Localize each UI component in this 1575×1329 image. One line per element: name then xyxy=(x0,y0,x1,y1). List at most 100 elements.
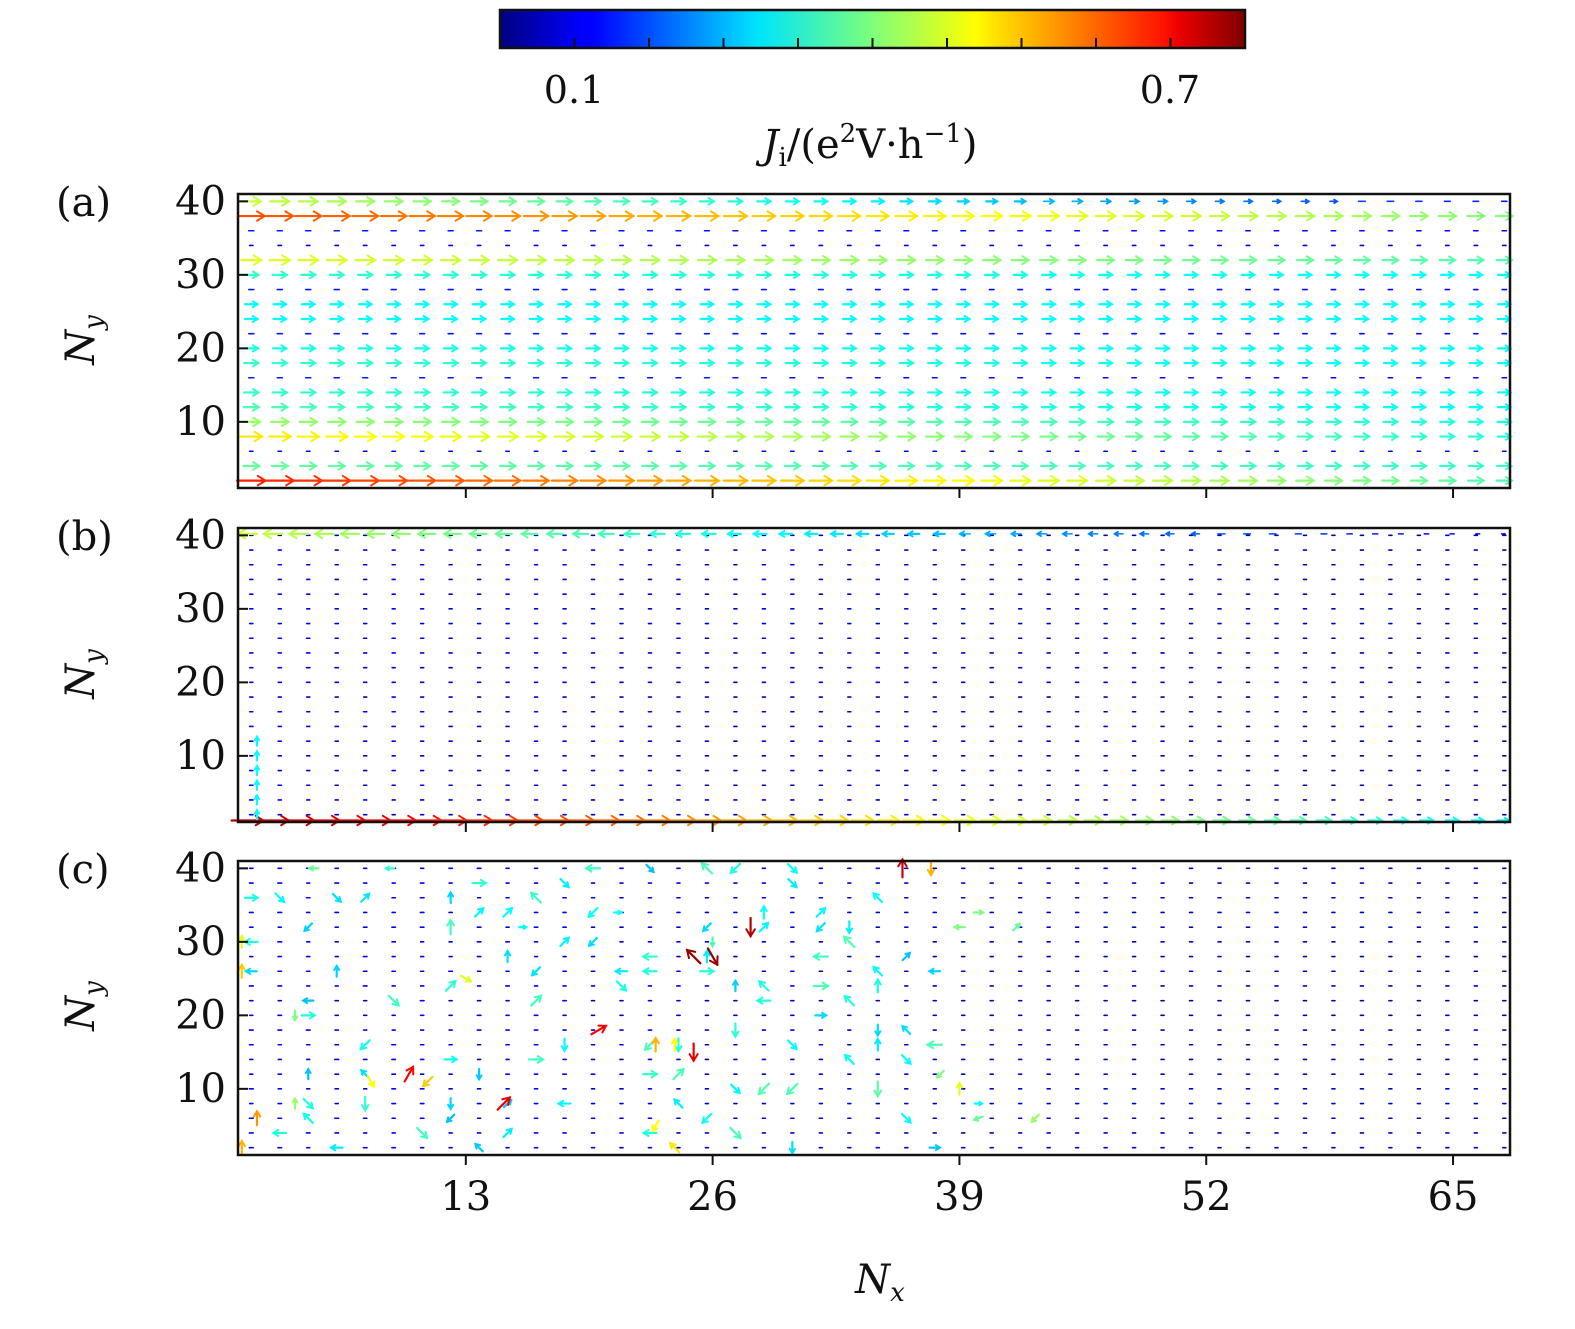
current-arrow xyxy=(874,1037,882,1052)
current-arrow xyxy=(560,1037,569,1053)
current-arrow xyxy=(1069,402,1086,412)
current-arrow xyxy=(1097,417,1115,427)
current-arrow xyxy=(784,197,801,206)
current-arrow xyxy=(754,417,774,427)
edge-current-arrow xyxy=(571,529,590,539)
current-arrow xyxy=(1411,300,1428,309)
current-arrow xyxy=(1239,431,1258,442)
current-arrow xyxy=(729,1126,742,1140)
current-arrow xyxy=(1154,403,1172,412)
current-arrow xyxy=(271,270,289,280)
current-arrow xyxy=(1271,198,1283,205)
current-arrow xyxy=(613,270,631,280)
current-arrow xyxy=(1268,403,1285,412)
current-arrow xyxy=(331,892,342,904)
current-arrow xyxy=(927,344,944,353)
current-arrow xyxy=(1438,475,1458,486)
current-arrow xyxy=(522,474,551,487)
current-arrow xyxy=(465,210,494,222)
current-arrow xyxy=(382,430,406,443)
current-arrow xyxy=(955,388,972,397)
edge-current-arrow xyxy=(824,814,851,827)
current-arrow xyxy=(271,1128,288,1138)
current-arrow xyxy=(1211,270,1228,279)
edge-current-arrow xyxy=(339,528,361,540)
current-arrow xyxy=(613,358,631,368)
current-arrow xyxy=(811,417,831,427)
current-arrow xyxy=(500,314,516,323)
current-arrow xyxy=(443,300,459,309)
current-arrow xyxy=(353,430,378,443)
current-arrow xyxy=(356,461,376,471)
current-arrow xyxy=(551,210,579,222)
current-arrow xyxy=(667,431,690,443)
current-arrow xyxy=(1012,270,1029,279)
current-arrow xyxy=(1240,388,1257,397)
current-arrow xyxy=(1353,432,1372,441)
current-arrow xyxy=(413,402,432,412)
current-arrow xyxy=(1037,210,1061,222)
current-arrow xyxy=(984,314,1000,323)
current-arrow xyxy=(1353,461,1372,471)
current-arrow xyxy=(726,417,746,427)
current-arrow xyxy=(1268,270,1285,279)
current-arrow xyxy=(1439,403,1456,412)
colorbar-tick-label-low: 0.1 xyxy=(544,68,604,112)
current-arrow xyxy=(269,416,291,427)
current-arrow xyxy=(755,996,772,1005)
current-arrow xyxy=(784,344,801,353)
current-arrow xyxy=(1012,402,1029,412)
ytick-label: 10 xyxy=(175,399,226,445)
current-arrow xyxy=(357,270,375,280)
current-arrow xyxy=(841,388,858,397)
current-arrow xyxy=(585,344,602,353)
current-arrow xyxy=(379,210,409,222)
current-arrow xyxy=(1125,461,1144,471)
current-arrow xyxy=(527,1055,546,1064)
current-arrow xyxy=(1154,388,1172,397)
current-arrow xyxy=(613,967,629,975)
ytick-label: 20 xyxy=(175,992,226,1038)
current-arrow xyxy=(1411,270,1428,279)
current-arrow xyxy=(896,431,917,442)
current-arrow xyxy=(1240,270,1257,279)
current-arrow xyxy=(1352,475,1373,486)
vortex-arrow xyxy=(291,1096,299,1110)
current-arrow xyxy=(698,461,717,471)
current-arrow xyxy=(815,906,827,918)
current-arrow xyxy=(1326,314,1342,323)
current-arrow xyxy=(494,210,522,222)
current-arrow xyxy=(699,344,716,353)
current-arrow xyxy=(1268,461,1286,471)
current-arrow xyxy=(584,402,603,412)
current-arrow xyxy=(925,1040,944,1050)
current-arrow xyxy=(412,416,433,427)
current-arrow xyxy=(641,967,658,976)
current-arrow xyxy=(1268,388,1285,397)
current-arrow xyxy=(1212,314,1228,323)
current-arrow xyxy=(787,877,798,889)
current-arrow xyxy=(642,388,659,397)
current-arrow xyxy=(469,416,490,427)
ytick-label: 40 xyxy=(175,178,226,224)
current-arrow xyxy=(530,966,542,977)
current-arrow xyxy=(610,431,634,443)
vortex-arrow xyxy=(955,1081,964,1096)
current-arrow xyxy=(493,474,523,487)
edge-current-arrow xyxy=(1005,814,1029,827)
current-arrow xyxy=(953,255,974,266)
current-arrow xyxy=(1468,388,1485,397)
current-arrow xyxy=(1008,210,1033,222)
current-arrow xyxy=(471,388,489,397)
current-arrow xyxy=(386,314,402,323)
current-arrow xyxy=(1240,344,1257,353)
current-arrow xyxy=(839,254,861,266)
current-arrow xyxy=(1410,432,1428,441)
current-arrow xyxy=(726,461,745,471)
current-arrow xyxy=(841,358,858,368)
current-arrow xyxy=(980,210,1005,222)
current-arrow xyxy=(385,402,403,412)
current-arrow xyxy=(1126,314,1143,323)
current-arrow xyxy=(528,358,545,368)
